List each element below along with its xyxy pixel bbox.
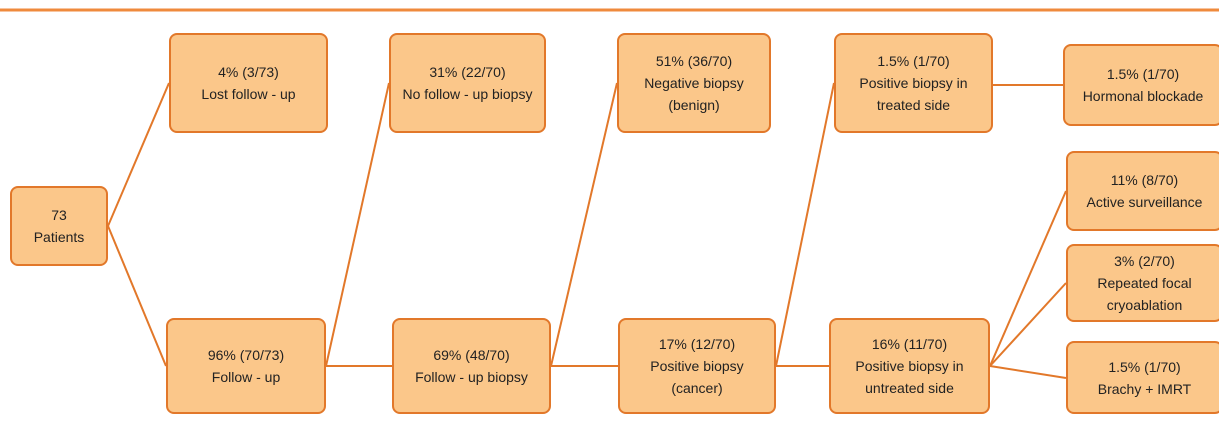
node-box: 51% (36/70) Negative biopsy (benign) xyxy=(617,33,771,133)
node-text: 3% (2/70) xyxy=(1114,253,1175,269)
node-box: 4% (3/73) Lost follow - up xyxy=(169,33,328,133)
node-text: cryoablation xyxy=(1106,297,1183,313)
edge xyxy=(989,282,1067,367)
node-text: Positive biopsy xyxy=(650,358,744,374)
node-text: untreated side xyxy=(865,380,954,396)
node-text: Patients xyxy=(33,229,85,245)
node-text: Follow - up xyxy=(211,369,281,385)
edge xyxy=(107,225,167,367)
node-text: 1.5% (1/70) xyxy=(1106,66,1180,82)
node-text: Active surveillance xyxy=(1086,194,1203,210)
edge xyxy=(775,82,835,367)
node-text: No follow - up biopsy xyxy=(402,86,533,102)
node-box: 1.5% (1/70) Positive biopsy in treated sid… xyxy=(834,33,993,133)
node-text: 11% (8/70) xyxy=(1110,172,1179,188)
edge xyxy=(989,365,1067,379)
node-box: 17% (12/70) Positive biopsy (cancer) xyxy=(618,318,776,414)
edge xyxy=(989,190,1067,367)
node-text: 1.5% (1/70) xyxy=(877,53,950,69)
node-text: 73 xyxy=(51,207,67,223)
node-text: (cancer) xyxy=(671,380,723,396)
node-text: 1.5% (1/70) xyxy=(1108,358,1181,375)
node-box: 3% (2/70) Repeated focal cryoablation xyxy=(1066,244,1219,322)
node-box: 16% (11/70) Positive biopsy in untreated s… xyxy=(829,318,990,414)
node-text: 51% (36/70) xyxy=(655,53,733,69)
node-text: Repeated focal xyxy=(1097,275,1192,291)
node-box: 11% (8/70) Active surveillance xyxy=(1066,151,1219,231)
node-box: 73 Patients xyxy=(10,186,108,266)
node-text: 69% (48/70) xyxy=(433,347,510,363)
node-box: 1.5% (1/70) Hormonal blockade xyxy=(1063,44,1219,126)
node-text: Hormonal blockade xyxy=(1082,88,1204,104)
node-text: Positive biopsy in xyxy=(855,358,964,374)
edge xyxy=(550,82,618,367)
node-text: Follow - up biopsy xyxy=(415,369,528,385)
node-text: Lost follow - up xyxy=(201,86,296,102)
node-box: 96% (70/73) Follow - up xyxy=(166,318,326,414)
edge xyxy=(107,82,170,227)
node-text: 96% (70/73) xyxy=(207,347,285,363)
node-box: 31% (22/70) No follow - up biopsy xyxy=(389,33,546,133)
node-text: Negative biopsy xyxy=(644,75,744,91)
node-box: 1.5% (1/70) Brachy + IMRT xyxy=(1066,341,1219,414)
node-text: 31% (22/70) xyxy=(429,64,506,80)
node-text: 17% (12/70) xyxy=(658,336,736,352)
node-text: Brachy + IMRT xyxy=(1097,380,1192,397)
node-text: 16% (11/70) xyxy=(871,336,948,352)
node-box: 69% (48/70) Follow - up biopsy xyxy=(392,318,551,414)
node-text: (benign) xyxy=(668,97,720,113)
node-text: Positive biopsy in xyxy=(859,75,968,91)
node-text: 4% (3/73) xyxy=(218,64,279,80)
node-text: treated side xyxy=(876,97,951,113)
edge xyxy=(325,82,390,367)
